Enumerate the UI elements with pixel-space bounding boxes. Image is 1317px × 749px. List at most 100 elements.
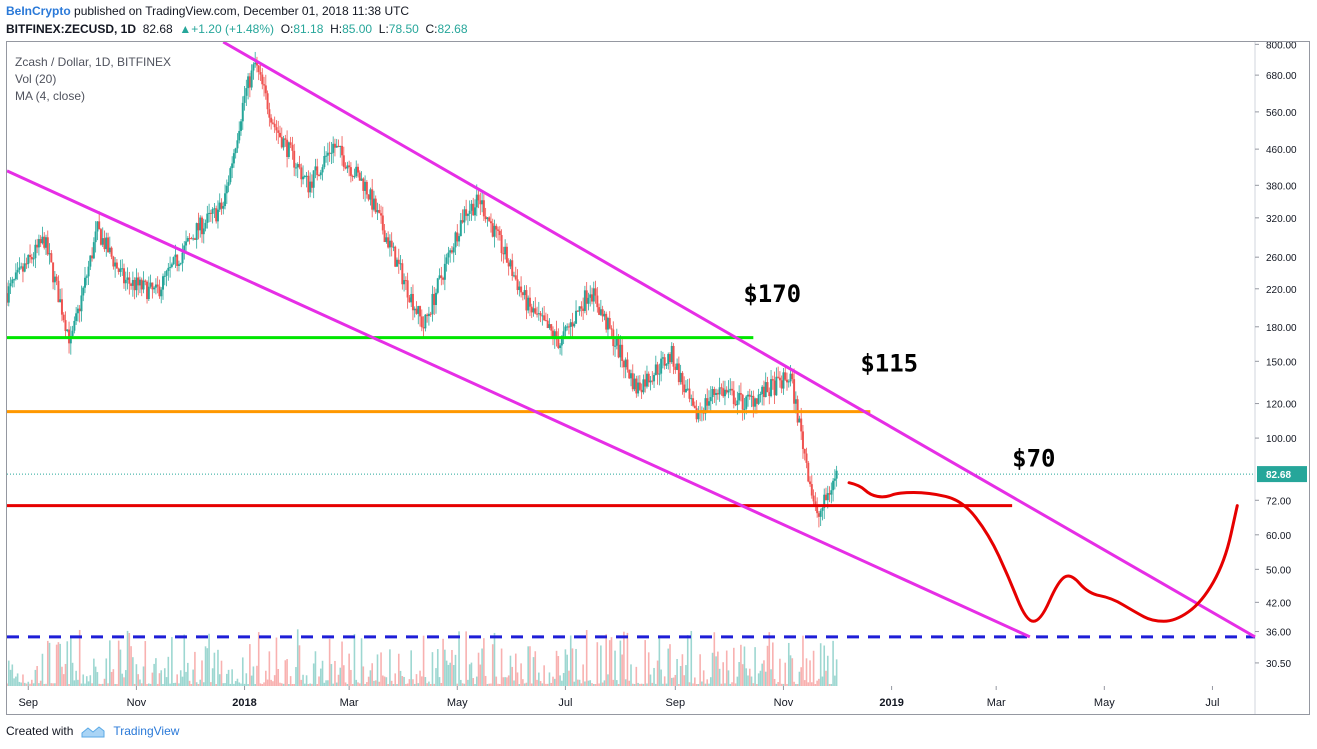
candle-body bbox=[676, 363, 679, 370]
candle-body bbox=[110, 247, 113, 257]
volume-bar bbox=[440, 682, 443, 686]
volume-bar bbox=[834, 675, 836, 686]
volume-bar bbox=[826, 655, 829, 686]
channel-lower-line bbox=[6, 169, 1031, 639]
candle-body bbox=[599, 309, 602, 315]
volume-bar bbox=[598, 683, 600, 686]
volume-bar bbox=[754, 647, 756, 686]
volume-bar bbox=[119, 649, 122, 686]
candle-body bbox=[631, 373, 634, 390]
volume-bar bbox=[417, 683, 420, 686]
candle-body bbox=[225, 185, 228, 194]
candle-body bbox=[755, 398, 758, 404]
candle-body bbox=[314, 166, 317, 171]
volume-bar bbox=[733, 647, 735, 686]
volume-bar bbox=[371, 663, 373, 686]
volume-bar bbox=[314, 651, 317, 686]
candle-body bbox=[349, 167, 352, 176]
candle-body bbox=[715, 392, 718, 395]
volume-bar bbox=[366, 682, 368, 686]
volume-bar bbox=[408, 679, 411, 686]
candle-body bbox=[381, 215, 384, 231]
candle-body bbox=[232, 153, 235, 164]
volume-bar bbox=[369, 670, 372, 686]
volume-bar bbox=[29, 683, 31, 686]
low-value: 78.50 bbox=[388, 22, 419, 36]
candle-body bbox=[271, 122, 274, 124]
candle-body bbox=[142, 280, 145, 290]
volume-bar bbox=[330, 664, 333, 686]
candle-body bbox=[372, 198, 375, 210]
volume-bar bbox=[566, 654, 568, 686]
volume-bar bbox=[100, 683, 102, 686]
candle-body bbox=[48, 253, 51, 255]
tradingview-brand[interactable]: TradingView bbox=[113, 724, 180, 738]
candle-body bbox=[589, 294, 592, 298]
candle-body bbox=[521, 292, 524, 296]
volume-bar bbox=[153, 663, 155, 686]
candle-body bbox=[507, 262, 510, 267]
volume-bar bbox=[789, 655, 792, 686]
candle-body bbox=[475, 194, 478, 208]
volume-bar bbox=[763, 660, 765, 686]
candle-body bbox=[45, 237, 47, 248]
volume-bar bbox=[78, 629, 81, 686]
candle-body bbox=[440, 275, 443, 278]
candle-body bbox=[553, 331, 556, 339]
candle-body bbox=[731, 388, 734, 391]
candle-body bbox=[591, 294, 593, 302]
chart-frame bbox=[6, 41, 1310, 715]
volume-bar bbox=[52, 683, 54, 686]
volume-bar bbox=[787, 642, 790, 686]
volume-bar bbox=[830, 683, 833, 686]
candle-body bbox=[527, 297, 530, 311]
candle-body bbox=[415, 308, 418, 314]
candle-body bbox=[114, 262, 117, 267]
candle-body bbox=[582, 308, 585, 311]
candle-body bbox=[257, 65, 260, 73]
candle-body bbox=[674, 366, 677, 370]
volume-bar bbox=[185, 671, 187, 686]
volume-bar bbox=[36, 666, 38, 686]
volume-bar bbox=[816, 680, 818, 686]
candle-body bbox=[247, 76, 250, 89]
candle-body bbox=[404, 280, 407, 282]
candle-body bbox=[442, 277, 445, 280]
volume-bar bbox=[616, 680, 618, 686]
volume-bar bbox=[176, 674, 178, 686]
volume-bar bbox=[296, 629, 299, 686]
volume-bar bbox=[617, 683, 620, 686]
volume-bar bbox=[261, 683, 264, 686]
volume-bar bbox=[298, 645, 301, 686]
candle-body bbox=[250, 70, 253, 88]
candle-body bbox=[720, 387, 723, 389]
candle-body bbox=[743, 408, 746, 410]
volume-bar bbox=[84, 683, 86, 686]
volume-bar bbox=[346, 683, 349, 686]
volume-bar bbox=[587, 680, 590, 686]
candle-body bbox=[560, 336, 563, 346]
volume-bar bbox=[201, 660, 203, 686]
candle-body bbox=[514, 275, 517, 280]
candle-body bbox=[754, 398, 757, 407]
volume-bar bbox=[764, 671, 767, 686]
candle-body bbox=[213, 208, 216, 210]
candle-body bbox=[528, 297, 531, 307]
candle-body bbox=[489, 221, 492, 224]
candle-body bbox=[411, 293, 414, 311]
volume-bar bbox=[358, 683, 361, 686]
volume-bar bbox=[339, 667, 342, 686]
candle-body bbox=[360, 178, 363, 181]
volume-bar bbox=[474, 683, 476, 686]
candle-body bbox=[282, 138, 285, 148]
candle-body bbox=[378, 210, 381, 214]
candle-body bbox=[107, 237, 110, 253]
candle-body bbox=[592, 288, 595, 302]
author-link[interactable]: BeInCrypto bbox=[6, 4, 71, 18]
volume-bar bbox=[724, 683, 726, 686]
candle-body bbox=[569, 322, 572, 327]
candle-body bbox=[55, 276, 58, 281]
candle-body bbox=[544, 320, 547, 322]
candle-body bbox=[261, 74, 264, 85]
